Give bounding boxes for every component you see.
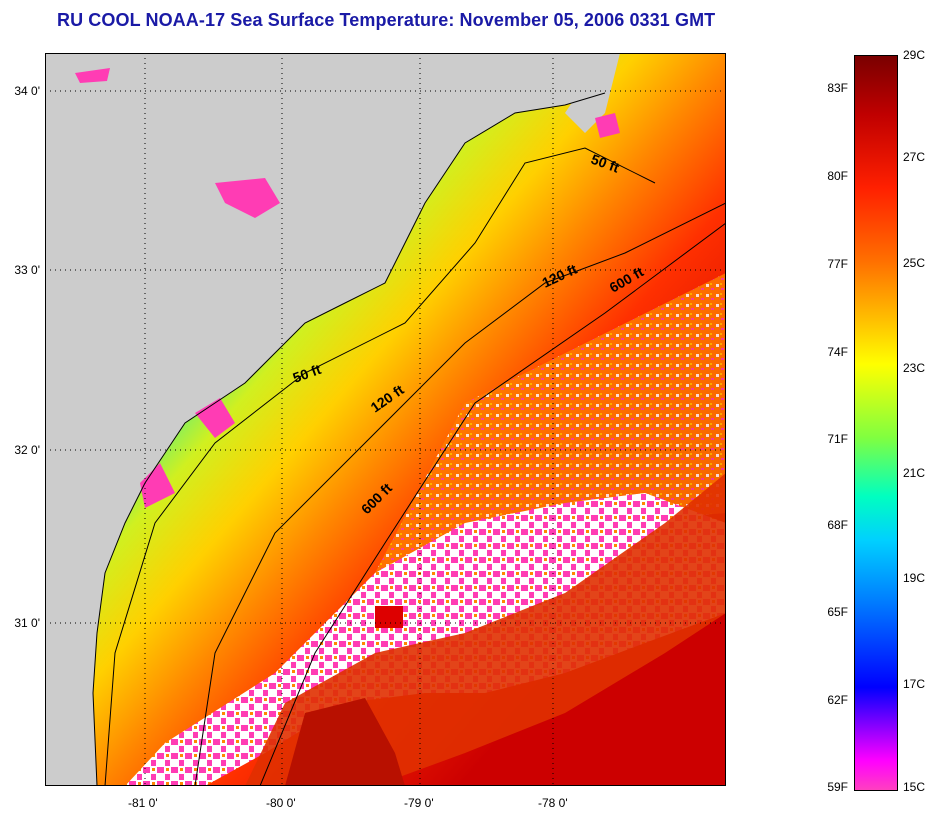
contour-600ft [259, 222, 726, 786]
map-border [45, 53, 726, 786]
lon-label-78: -78 0' [538, 796, 568, 810]
temperature-colorbar [854, 55, 898, 791]
coastline [92, 92, 606, 786]
lat-label-31: 31 0' [14, 616, 40, 630]
cbar-f-74: 74F [827, 345, 848, 359]
map-title: RU COOL NOAA-17 Sea Surface Temperature:… [57, 10, 716, 30]
cbar-f-68: 68F [827, 518, 848, 532]
lat-label-34: 34 0' [14, 84, 40, 98]
cbar-f-62: 62F [827, 693, 848, 707]
cape-pink [595, 113, 620, 138]
land-mass [45, 53, 605, 786]
cbar-f-59: 59F [827, 780, 848, 794]
cbar-c-29: 29C [903, 48, 926, 62]
cbar-f-71: 71F [827, 432, 848, 446]
contour-120ft [194, 202, 726, 786]
cbar-c-15: 15C [903, 780, 926, 794]
cbar-c-25: 25C [903, 256, 926, 270]
warm-core [285, 698, 405, 786]
contour-50ft [104, 147, 656, 786]
lon-label-81: -81 0' [128, 796, 158, 810]
cbar-f-83: 83F [827, 81, 848, 95]
lon-label-80: -80 0' [266, 796, 296, 810]
lat-label-33: 33 0' [14, 263, 40, 277]
warm-eddy [375, 606, 403, 628]
cbar-f-77: 77F [827, 257, 848, 271]
sst-map: 50 ft 50 ft 120 ft 120 ft 600 ft 600 ft [45, 53, 726, 786]
cbar-c-17: 17C [903, 677, 926, 691]
cbar-c-23: 23C [903, 361, 926, 375]
cbar-c-27: 27C [903, 150, 926, 164]
inland-lake [215, 178, 280, 218]
estuary-2 [140, 463, 175, 508]
lat-label-32: 32 0' [14, 443, 40, 457]
land-cape [565, 53, 620, 133]
cbar-f-65: 65F [827, 605, 848, 619]
estuary-1 [195, 398, 235, 438]
cbar-f-80: 80F [827, 169, 848, 183]
cbar-c-19: 19C [903, 571, 926, 585]
lon-label-79: -79 0' [404, 796, 434, 810]
inland-pink [75, 68, 110, 83]
cloud-mask-region [125, 493, 726, 786]
graticule [45, 53, 726, 786]
cbar-c-21: 21C [903, 466, 926, 480]
